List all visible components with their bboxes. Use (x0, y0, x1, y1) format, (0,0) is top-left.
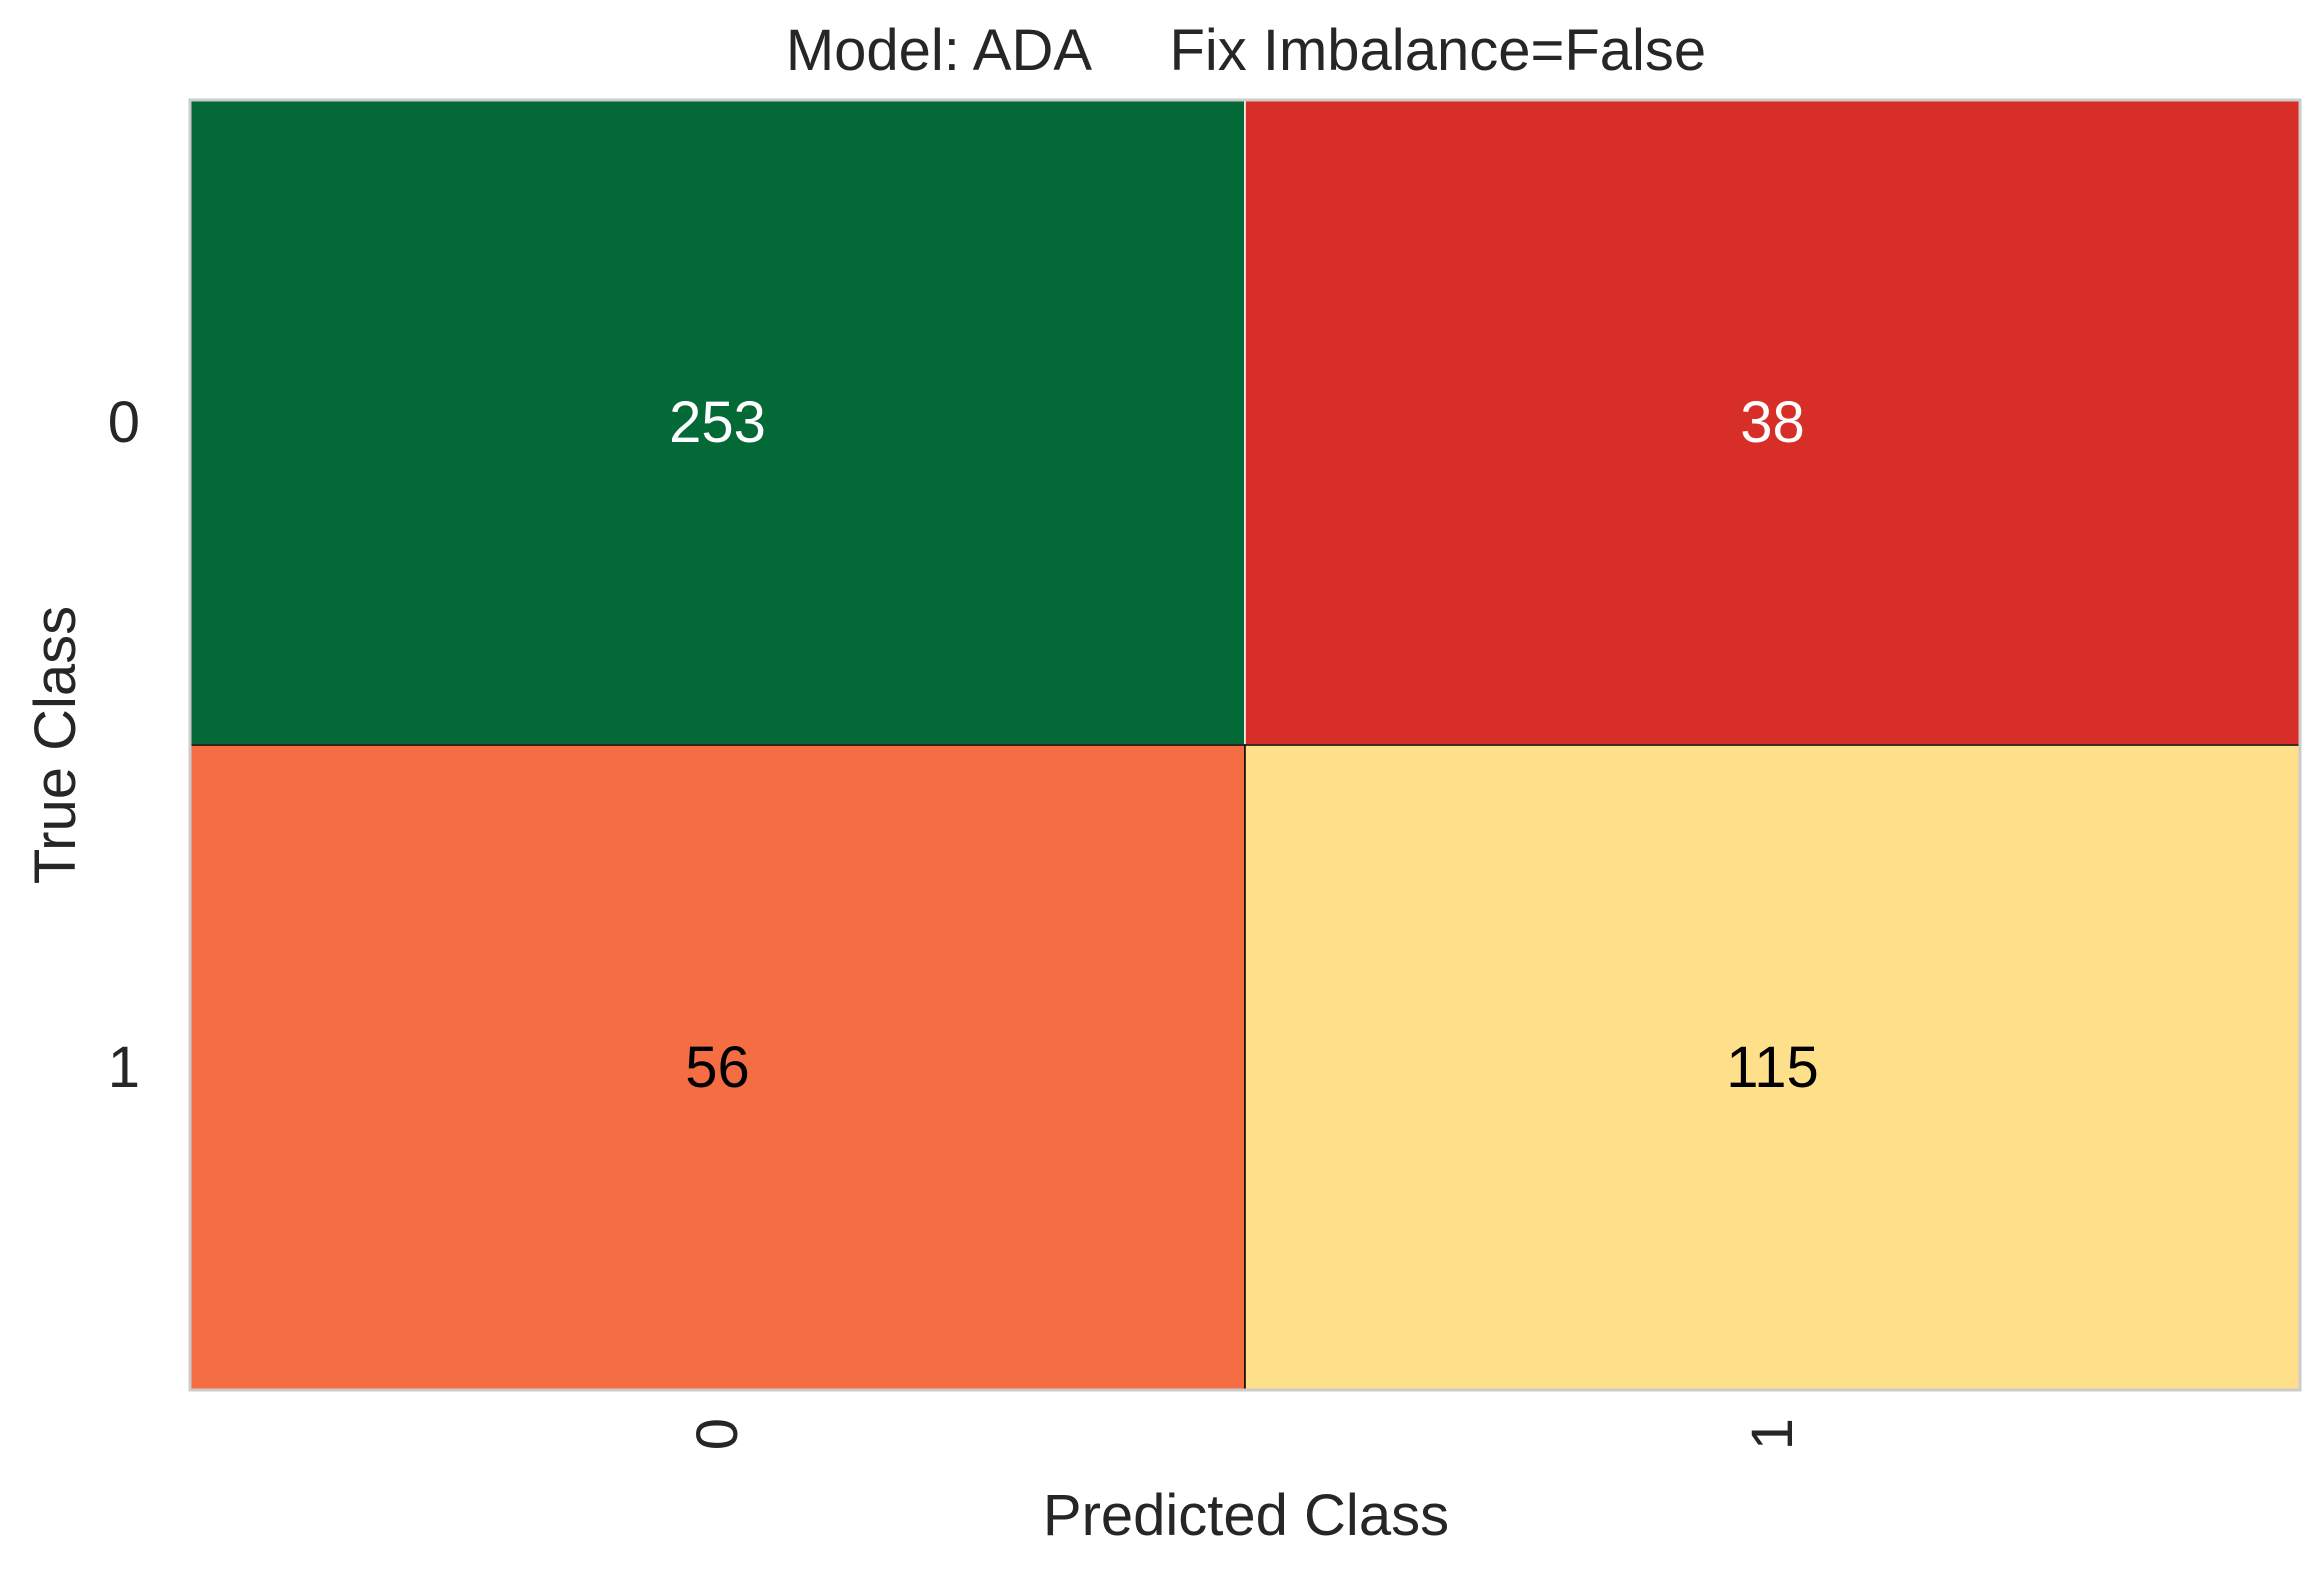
cell-value-label: 56 (685, 1035, 750, 1100)
heatmap-value-labels: 253 38 56 115 (669, 390, 1819, 1100)
plot-area-border (188, 98, 2302, 1392)
x-tick-label: 0 (685, 1418, 750, 1450)
heatmap-cells (189, 99, 2301, 1391)
chart-title: Model: ADA Fix Imbalance=False (786, 18, 1706, 83)
heatmap-cell-true0-pred0 (189, 99, 1246, 746)
axis-tick-labels: 0 1 0 1 (108, 390, 1805, 1450)
y-tick-label: 0 (108, 390, 140, 455)
cell-value-label: 38 (1740, 390, 1805, 455)
heatmap-cell-true1-pred0 (189, 744, 1246, 1391)
cell-value-label: 253 (669, 390, 766, 455)
y-tick-label: 1 (108, 1035, 140, 1100)
heatmap-cell-true1-pred1 (1244, 744, 2301, 1391)
x-axis-label: Predicted Class (1043, 1483, 1449, 1548)
x-tick-label: 1 (1740, 1418, 1805, 1450)
cell-value-label: 115 (1726, 1035, 1818, 1100)
y-axis-label: True Class (23, 606, 88, 884)
